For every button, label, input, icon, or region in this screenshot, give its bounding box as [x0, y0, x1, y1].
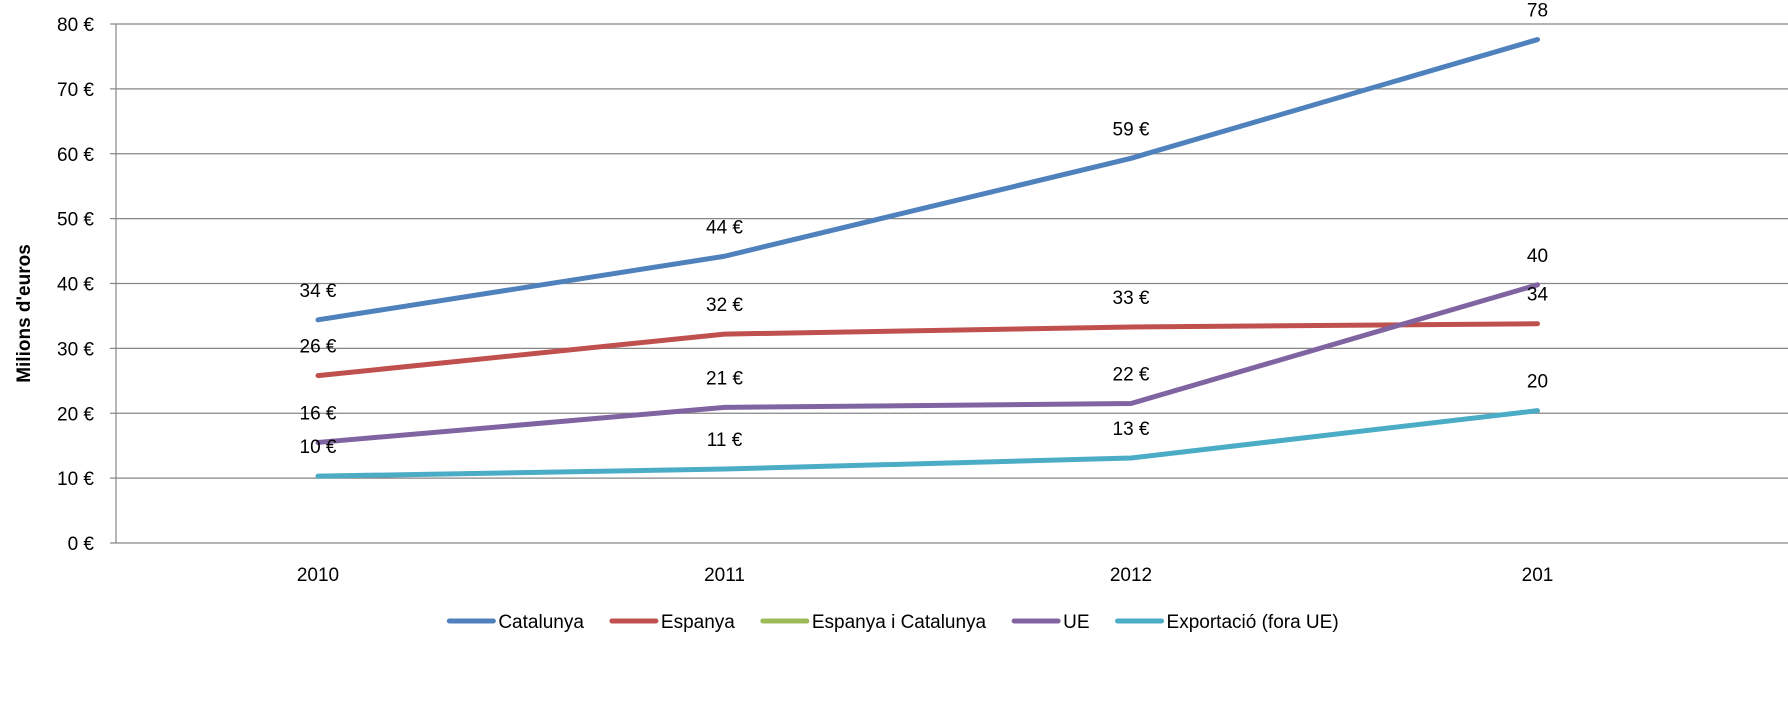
data-label: 33 € [1113, 288, 1150, 309]
series-lines [315, 37, 1540, 479]
y-tick-label: 40 € [57, 275, 94, 296]
legend-item: Exportació (fora UE) [1115, 612, 1339, 633]
legend-item: Espanya i Catalunya [760, 612, 987, 633]
legend-label: Catalunya [498, 612, 584, 633]
series-line [315, 321, 1540, 379]
data-labels: 34 € 44 € 59 € 78 26 € 32 € 33 € 34 16 € 21 € 22 €… [300, 1, 1549, 459]
data-label: 20 [1527, 372, 1548, 393]
x-tick-label: 2012 [1110, 565, 1152, 586]
y-tick-label: 30 € [57, 339, 94, 360]
x-tick-label: 201 [1522, 565, 1554, 586]
data-label: 21 € [706, 368, 743, 389]
y-tick-label: 70 € [57, 80, 94, 101]
x-tick-label: 2010 [297, 565, 339, 586]
data-label: 44 € [706, 217, 743, 238]
y-tick-label: 20 € [57, 404, 94, 425]
axes [115, 24, 1788, 544]
legend-item: Catalunya [446, 612, 584, 633]
data-label: 26 € [300, 337, 337, 358]
data-label: 34 € [300, 281, 337, 302]
y-tick-label: 50 € [57, 210, 94, 231]
data-label: 22 € [1113, 365, 1150, 386]
series-line [315, 282, 1540, 445]
series-line [315, 37, 1540, 323]
legend-label: UE [1063, 612, 1089, 633]
y-tick-labels: 0 € 10 € 20 € 30 € 40 € 50 € 60 € 70 € 80 € [57, 15, 94, 555]
data-label: 40 [1527, 246, 1548, 267]
x-tick-labels: 2010 2011 2012 201 [297, 565, 1553, 586]
data-label: 16 € [300, 403, 337, 424]
legend-label: Exportació (fora UE) [1167, 612, 1339, 633]
legend-label: Espanya [661, 612, 735, 633]
data-label: 59 € [1113, 119, 1150, 140]
y-tick-label: 80 € [57, 15, 94, 36]
legend-item: Espanya [609, 612, 735, 633]
legend-label: Espanya i Catalunya [812, 612, 987, 633]
y-axis-title: Milions d'euros [14, 244, 35, 383]
data-label: 78 [1527, 1, 1548, 22]
data-label: 10 € [300, 437, 337, 458]
legend-item: UE [1011, 612, 1090, 633]
data-label: 34 [1527, 285, 1549, 306]
data-label: 13 € [1113, 419, 1150, 440]
gridlines [110, 23, 1788, 544]
legend: Catalunya Espanya Espanya i Catalunya UE Exp… [446, 612, 1339, 633]
y-tick-label: 60 € [57, 145, 94, 166]
data-label: 32 € [706, 295, 743, 316]
series-line [315, 408, 1540, 479]
y-tick-label: 0 € [68, 534, 95, 555]
data-label: 11 € [707, 430, 743, 451]
x-tick-label: 2011 [704, 565, 745, 586]
y-tick-label: 10 € [57, 469, 94, 490]
